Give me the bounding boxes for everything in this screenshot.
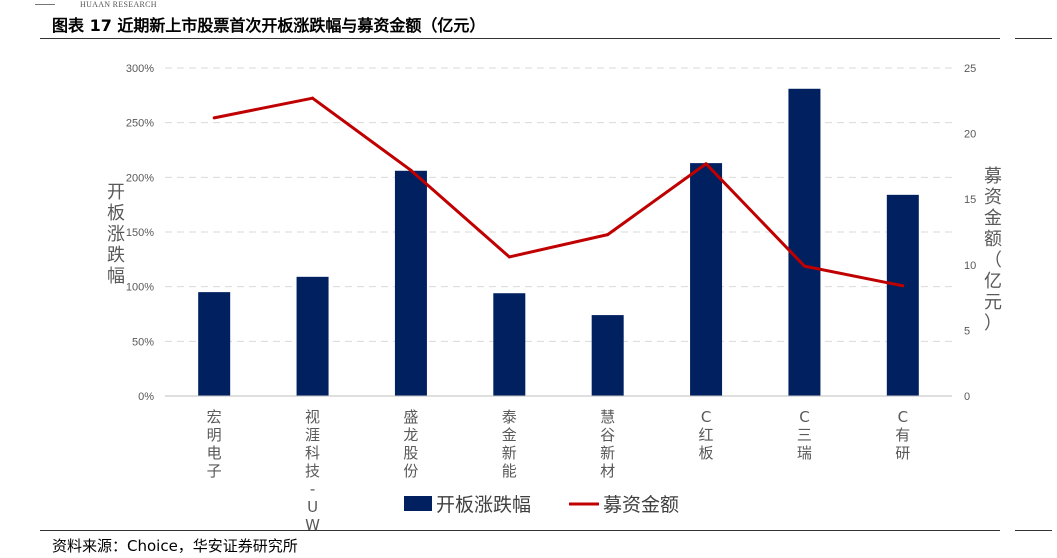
category-label: C 红板 — [699, 408, 714, 462]
line-point — [704, 162, 708, 166]
left-tick-label: 0% — [138, 391, 154, 403]
bar — [394, 170, 427, 396]
category-label: 盛龙股份 — [403, 408, 418, 480]
left-tick-label: 100% — [126, 282, 154, 294]
figure-title: 图表 17 近期新上市股票首次开板涨跌幅与募资金额（亿元） — [52, 16, 486, 35]
category-label: C 三瑞 — [797, 408, 812, 462]
footer-rule — [40, 530, 1000, 531]
left-tick-label: 250% — [126, 118, 154, 130]
left-axis-title-text: 开板涨跌幅 — [107, 182, 125, 287]
bar — [296, 276, 329, 396]
bar — [886, 194, 919, 396]
left-tick-label: 50% — [132, 336, 154, 348]
line-point — [901, 284, 905, 288]
gridlines — [165, 67, 952, 342]
fundraising-line — [213, 96, 904, 288]
brand-text: HUAAN RESEARCH — [80, 0, 157, 9]
legend-bar-label: 开板涨跌幅 — [436, 494, 531, 516]
bar — [591, 315, 624, 396]
right-tick-label: 25 — [964, 63, 976, 75]
left-tick-label: 300% — [126, 63, 154, 75]
category-labels: 宏明电子 视涯科技-U W 盛龙股份 泰金新能 慧谷新材 C 红板 C 三瑞 C 有研 — [207, 408, 911, 534]
bar — [198, 292, 231, 396]
title-underline-right — [1015, 38, 1052, 39]
bar — [690, 163, 723, 396]
category-label: 视涯科技-U W — [305, 408, 320, 534]
footer-rule-right — [1015, 530, 1052, 531]
line-point — [802, 264, 806, 268]
right-tick-label: 5 — [964, 325, 970, 337]
line-point — [409, 168, 413, 172]
right-tick-label: 20 — [964, 129, 976, 141]
right-axis-title-text: 募资金额（亿元） — [984, 166, 1002, 334]
left-axis-ticks: 0% 50% 100% 150% 200% 250% 300% — [126, 63, 154, 403]
right-axis-title: 募资金额（亿元） — [984, 166, 1002, 334]
header-rule — [35, 4, 55, 5]
legend-bar-swatch — [404, 496, 432, 511]
line-point — [507, 255, 511, 259]
left-tick-label: 150% — [126, 227, 154, 239]
bar-series — [198, 88, 919, 397]
legend: 开板涨跌幅 募资金额 — [404, 494, 679, 516]
left-axis-title: 开板涨跌幅 — [107, 182, 125, 287]
bar — [493, 293, 526, 396]
bar — [788, 88, 821, 397]
right-tick-label: 10 — [964, 260, 976, 272]
line-point — [212, 116, 216, 120]
left-tick-label: 200% — [126, 172, 154, 184]
right-axis-ticks: 0 5 10 15 20 25 — [964, 63, 976, 403]
category-label: C 有研 — [895, 408, 910, 462]
right-tick-label: 0 — [964, 391, 970, 403]
category-label: 宏明电子 — [207, 408, 222, 480]
line-point — [311, 96, 315, 100]
legend-line-label: 募资金额 — [603, 494, 679, 516]
right-tick-label: 15 — [964, 194, 976, 206]
line-series — [212, 96, 905, 288]
line-point — [606, 233, 610, 237]
source-note: 资料来源：Choice，华安证券研究所 — [52, 537, 298, 555]
category-label: 泰金新能 — [502, 408, 517, 480]
title-underline — [40, 38, 1000, 39]
category-label: 慧谷新材 — [600, 408, 615, 480]
